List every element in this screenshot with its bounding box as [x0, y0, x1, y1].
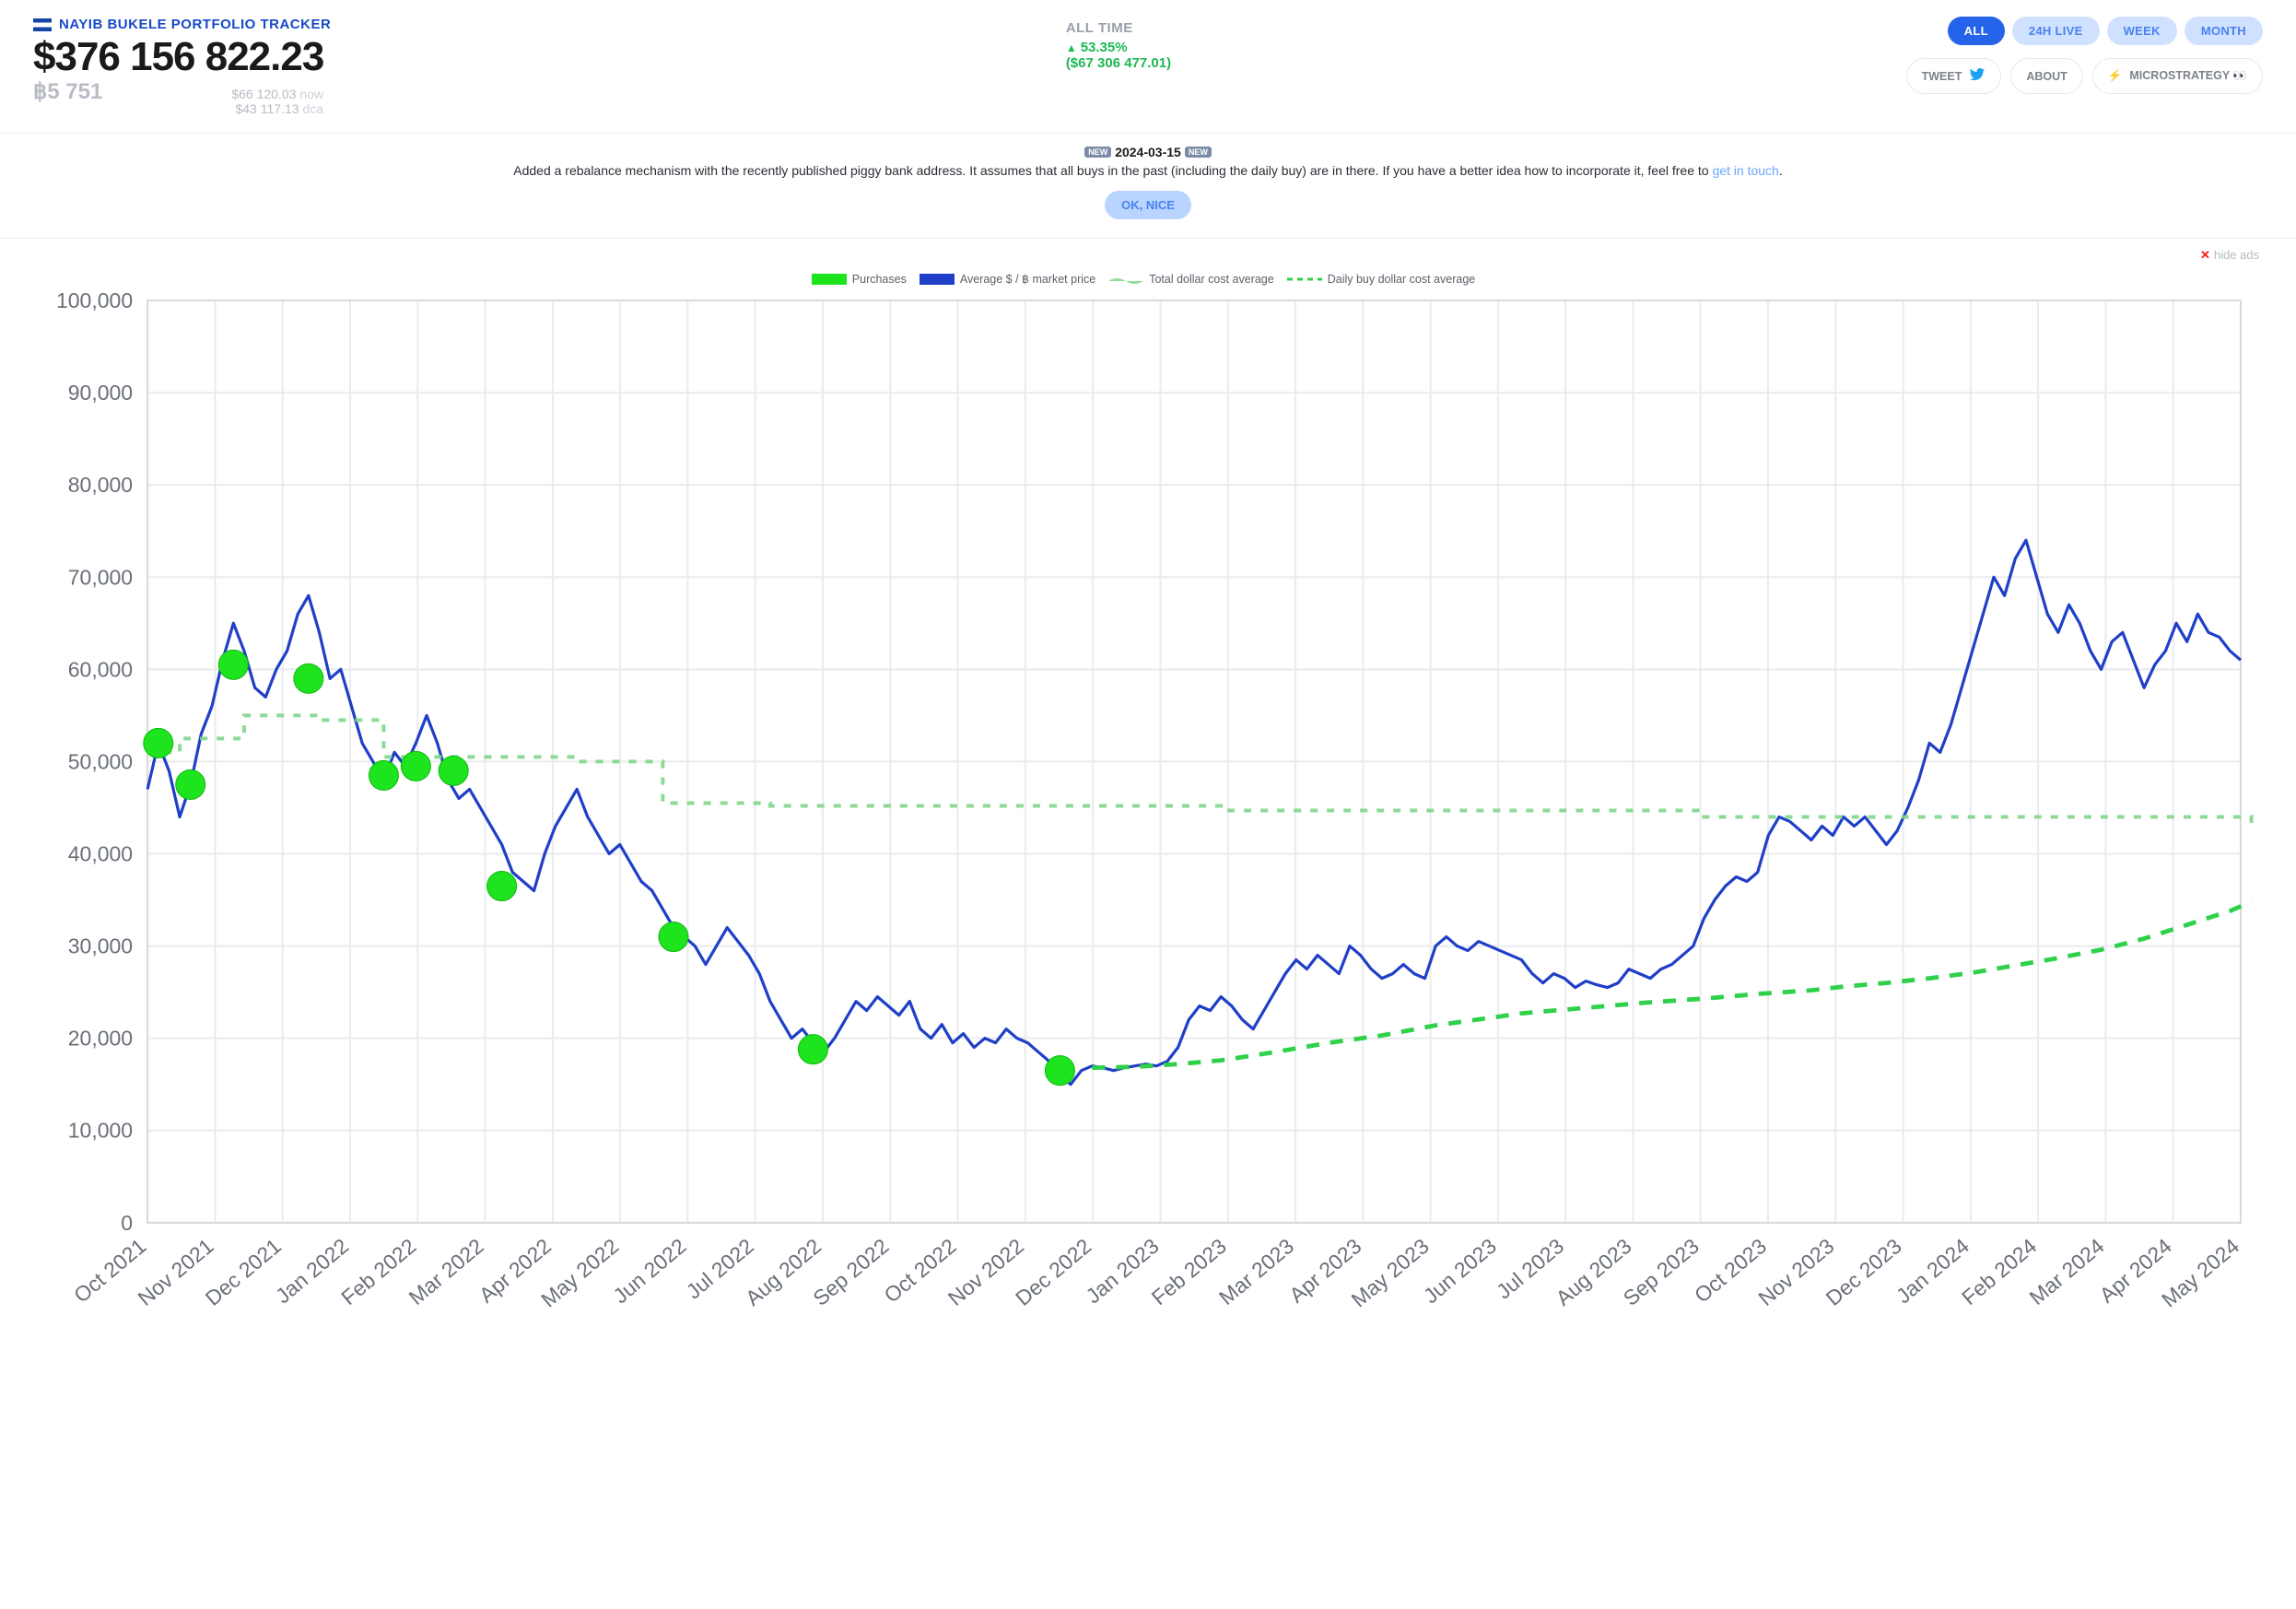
legend-price[interactable]: Average $ / ฿ market price	[920, 272, 1095, 286]
ok-nice-button[interactable]: OK, NICE	[1105, 191, 1191, 219]
microstrategy-button[interactable]: ⚡ MICROSTRATEGY 👀	[2092, 58, 2263, 94]
svg-text:10,000: 10,000	[68, 1119, 133, 1143]
tweet-button[interactable]: TWEET	[1906, 58, 2002, 94]
action-buttons: TWEET ABOUT ⚡ MICROSTRATEGY 👀	[1906, 58, 2263, 94]
price-now: $66 120.03	[231, 87, 296, 101]
btc-amount: ฿5 751	[33, 78, 102, 105]
legend-total-dca[interactable]: Total dollar cost average	[1108, 272, 1274, 286]
range-all[interactable]: ALL	[1948, 17, 2005, 45]
range-month[interactable]: MONTH	[2185, 17, 2263, 45]
svg-text:Mar 2024: Mar 2024	[2024, 1234, 2108, 1310]
svg-text:Jun 2023: Jun 2023	[1419, 1234, 1501, 1309]
notice-banner: NEW2024-03-15NEW Added a rebalance mecha…	[0, 134, 2296, 239]
portfolio-value: $376 156 822.23	[33, 36, 331, 78]
svg-text:90,000: 90,000	[68, 381, 133, 405]
svg-text:0: 0	[121, 1211, 133, 1235]
range-24h[interactable]: 24H LIVE	[2012, 17, 2100, 45]
notice-date: NEW2024-03-15NEW	[55, 145, 2241, 159]
chart-container: Purchases Average $ / ฿ market price Tot…	[0, 263, 2296, 1407]
alltime-label: ALL TIME	[1066, 20, 1171, 36]
gain-usd: ($67 306 477.01)	[1066, 55, 1171, 71]
price-dca: $43 117.13	[235, 101, 299, 116]
price-chart[interactable]: 0 10,000 20,000 30,000 40,000 50,000 60,000 70,…	[18, 291, 2268, 1380]
svg-text:70,000: 70,000	[68, 565, 133, 589]
pct-change: ▲53.35%	[1066, 40, 1171, 55]
svg-text:60,000: 60,000	[68, 658, 133, 682]
up-triangle-icon: ▲	[1066, 41, 1077, 54]
svg-text:80,000: 80,000	[68, 473, 133, 497]
svg-text:Dec 2023: Dec 2023	[1822, 1234, 1906, 1310]
bolt-icon: ⚡	[2108, 69, 2123, 83]
svg-text:20,000: 20,000	[68, 1027, 133, 1051]
notice-text: Added a rebalance mechanism with the rec…	[55, 163, 2241, 178]
new-badge-icon: NEW	[1084, 147, 1111, 158]
svg-text:Dec 2022: Dec 2022	[1011, 1234, 1095, 1310]
svg-text:30,000: 30,000	[68, 934, 133, 958]
price-now-label: now	[299, 87, 323, 101]
close-icon: ✕	[2200, 248, 2210, 262]
svg-text:Nov 2021: Nov 2021	[133, 1234, 217, 1310]
twitter-icon	[1969, 66, 1986, 86]
svg-text:Nov 2023: Nov 2023	[1753, 1234, 1838, 1310]
svg-text:Feb 2024: Feb 2024	[1957, 1234, 2041, 1310]
svg-text:50,000: 50,000	[68, 750, 133, 774]
svg-text:Mar 2022: Mar 2022	[404, 1234, 488, 1310]
range-pills: ALL 24H LIVE WEEK MONTH	[1948, 17, 2263, 45]
chart-legend: Purchases Average $ / ฿ market price Tot…	[18, 272, 2268, 286]
svg-text:100,000: 100,000	[56, 291, 133, 312]
get-in-touch-link[interactable]: get in touch	[1712, 163, 1778, 178]
range-week[interactable]: WEEK	[2107, 17, 2177, 45]
rates: $66 120.03now $43 117.13 dca	[231, 87, 323, 116]
svg-text:Sep 2023: Sep 2023	[1619, 1234, 1704, 1310]
svg-text:Aug 2023: Aug 2023	[1551, 1234, 1635, 1310]
hide-ads[interactable]: ✕hide ads	[0, 239, 2296, 263]
legend-daily-dca[interactable]: Daily buy dollar cost average	[1287, 272, 1476, 286]
svg-text:40,000: 40,000	[68, 842, 133, 866]
svg-text:Feb 2023: Feb 2023	[1147, 1234, 1231, 1310]
svg-text:Dec 2021: Dec 2021	[201, 1234, 286, 1310]
svg-text:Nov 2022: Nov 2022	[943, 1234, 1028, 1310]
flag-icon	[33, 18, 52, 31]
svg-text:Aug 2022: Aug 2022	[741, 1234, 826, 1310]
price-dca-label: dca	[303, 101, 324, 116]
header-mid: ALL TIME ▲53.35% ($67 306 477.01)	[1066, 17, 1171, 71]
legend-purchases[interactable]: Purchases	[812, 272, 907, 286]
svg-text:Mar 2023: Mar 2023	[1214, 1234, 1298, 1310]
header: NAYIB BUKELE PORTFOLIO TRACKER $376 156 …	[0, 0, 2296, 134]
about-button[interactable]: ABOUT	[2010, 58, 2082, 94]
svg-text:Jun 2022: Jun 2022	[608, 1234, 690, 1309]
new-badge-icon: NEW	[1185, 147, 1212, 158]
tracker-title: NAYIB BUKELE PORTFOLIO TRACKER	[59, 17, 331, 32]
header-right: ALL 24H LIVE WEEK MONTH TWEET ABOUT ⚡ MI…	[1906, 17, 2263, 94]
svg-text:Feb 2022: Feb 2022	[336, 1234, 420, 1310]
header-left: NAYIB BUKELE PORTFOLIO TRACKER $376 156 …	[33, 17, 331, 116]
svg-text:Sep 2022: Sep 2022	[808, 1234, 893, 1310]
